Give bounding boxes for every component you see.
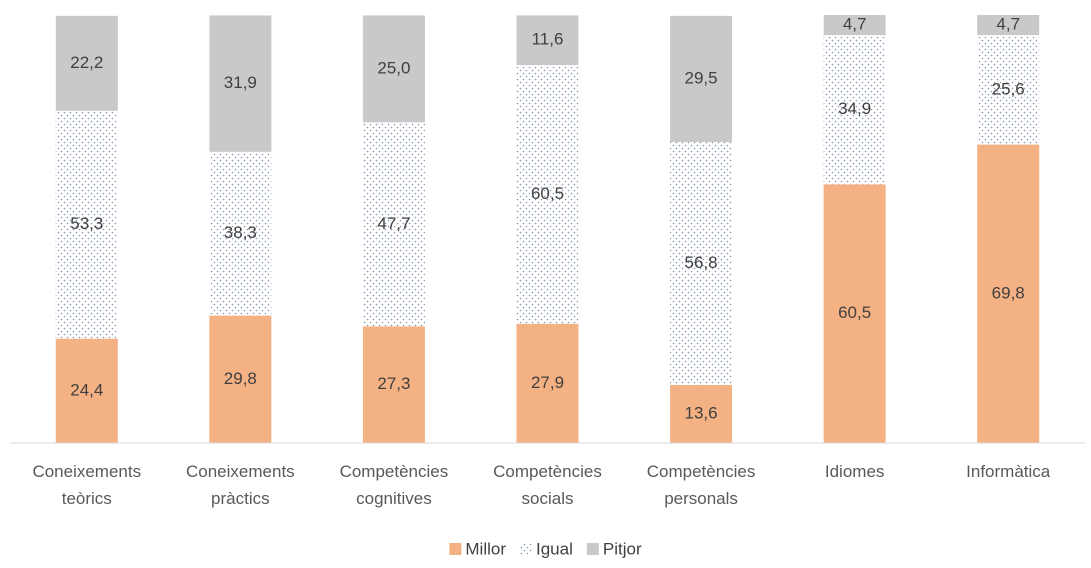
bar-segment [516,323,579,443]
x-tick-label: Idiomes [824,462,885,481]
x-tick-label: Informàtica [966,462,1051,481]
x-tick-label: Coneixements pràctics [186,462,295,508]
bar-segment [977,35,1040,145]
legend-swatch [520,543,532,555]
data-label: 22,2 [70,53,103,72]
data-label: 53,3 [70,214,103,233]
bar-segment [823,35,886,185]
bar-segment [670,384,733,443]
bar-segment [55,15,118,111]
bar-segment [823,15,886,36]
bar-segment [362,15,425,123]
data-label: 34,9 [838,99,871,118]
data-label: 25,0 [377,58,410,77]
legend-label: Igual [536,539,573,558]
data-label: 27,3 [377,374,410,393]
x-tick-label: Competències socials [493,462,602,508]
data-label: 60,5 [531,184,564,203]
bar-segment [362,326,425,443]
data-label: 25,6 [992,79,1025,98]
bar-segment [209,15,272,152]
bar-segment [209,151,272,316]
data-label: 24,4 [70,380,103,399]
bar-segment [823,184,886,444]
data-label: 11,6 [532,30,564,49]
x-tick-label: Competències personals [646,462,756,508]
legend-label: Pitjor [603,539,642,558]
bar-segment [55,338,118,443]
x-tick-label: Competències cognitives [339,462,449,508]
bar-segment [670,141,733,385]
bar-segment [977,144,1040,443]
bar-segment [670,15,733,142]
data-label: 13,6 [685,403,718,422]
bar-segment [362,122,425,327]
data-label: 29,8 [224,369,257,388]
legend-item: Igual [520,539,573,558]
data-label: 4,7 [843,15,867,34]
data-label: 31,9 [224,73,257,92]
data-label: 69,8 [992,283,1025,302]
data-label: 29,5 [685,68,718,87]
legend-swatch [449,543,462,555]
data-label: 4,7 [996,15,1020,34]
bar-segment [55,110,118,339]
legend-item: Millor [449,539,506,558]
data-label: 56,8 [685,253,718,272]
data-label: 47,7 [377,214,410,233]
data-label: 38,3 [224,223,257,242]
legend-label: Millor [465,539,506,558]
bar-segment [209,315,272,443]
bar-segment [977,15,1040,36]
bar-segment [516,15,579,66]
data-label: 27,9 [531,373,564,392]
legend-item: Pitjor [586,539,642,558]
legend-swatch [586,543,599,555]
data-label: 60,5 [838,303,871,322]
bar-segment [516,65,579,324]
x-tick-label: Coneixements teòrics [32,462,142,508]
